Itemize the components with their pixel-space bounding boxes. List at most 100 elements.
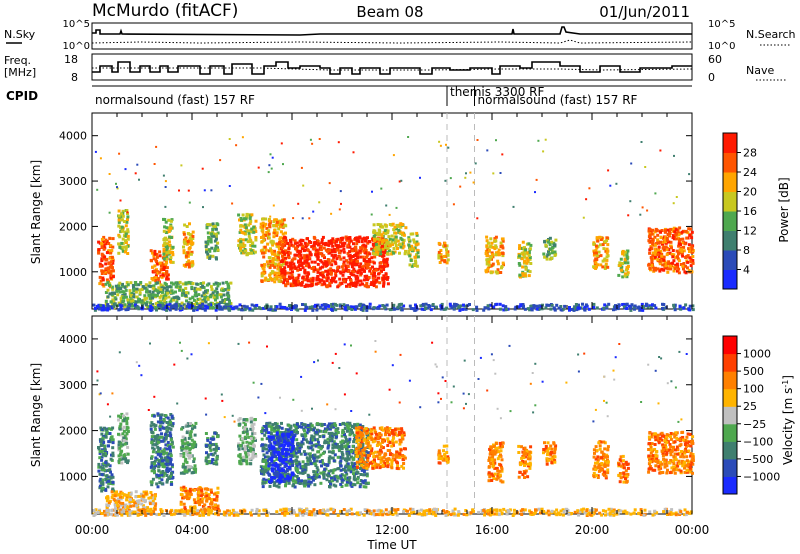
colorbar-swatch	[723, 458, 737, 477]
freq-line	[92, 61, 692, 75]
colorbar-swatch	[723, 191, 737, 212]
velocity-echo-layer	[92, 316, 695, 517]
cpid-mode-label: themis 3300 RF	[450, 85, 544, 99]
echo-region	[204, 431, 220, 466]
colorbar-swatch	[723, 406, 737, 425]
colorbar-tick-label: 20	[743, 186, 757, 199]
nave-label: Nave	[746, 64, 774, 77]
nave-tick-bottom: 0	[708, 71, 715, 84]
colorbar-swatch	[723, 476, 737, 495]
colorbar-swatch	[723, 133, 737, 153]
y-tick-label: 3000	[59, 379, 87, 392]
velocity-colorbar: 1000 500 100 25 −25 −100 −500 −1000	[722, 335, 780, 495]
echo-region	[149, 249, 170, 284]
velocity-panel: 1000 2000 3000 4000 Slant Range [km] 1000 50…	[29, 315, 795, 517]
echo-region	[617, 249, 630, 279]
velocity-ylabel: Slant Range [km]	[29, 363, 43, 467]
nsearch-line	[91, 39, 693, 44]
colorbar-tick-label: 24	[743, 166, 757, 179]
y-tick-label: 4000	[59, 130, 87, 143]
power-echo-layer	[92, 113, 695, 312]
colorbar-tick-label: 100	[743, 383, 764, 396]
scatter-echoes	[94, 136, 691, 220]
echo-region	[117, 412, 130, 465]
echo-region	[372, 222, 408, 256]
nsky-line	[92, 26, 692, 36]
power-colorbar: 4 8 12 16 20 24 28	[722, 132, 757, 290]
nsearch-tick-top: 10^5	[708, 19, 735, 30]
echo-region	[437, 444, 450, 465]
scatter-echoes	[96, 340, 688, 423]
power-panel: 1000 2000 3000 4000 Slant Range [km] 4 8 12 16…	[29, 112, 791, 312]
echo-region	[162, 217, 175, 266]
echo-region	[179, 421, 198, 475]
time-tick-label: 08:00	[275, 523, 310, 537]
power-colorbar-label: Power [dB]	[777, 177, 791, 242]
echo-region	[117, 209, 130, 255]
echo-region	[182, 222, 195, 269]
y-tick-label: 2000	[59, 425, 87, 438]
y-tick-label: 4000	[59, 333, 87, 346]
nsky-tick-top: 10^5	[63, 19, 90, 30]
time-tick-label: 00:00	[75, 523, 110, 537]
time-tick-label: 00:00	[675, 523, 710, 537]
colorbar-swatch	[723, 423, 737, 442]
nsky-panel: N.Sky 10^5 10^0 10^5 10^0 N.Search	[4, 19, 796, 52]
colorbar-swatch	[723, 269, 737, 290]
colorbar-tick-label: 8	[743, 244, 750, 257]
y-tick-label: 1000	[59, 470, 87, 483]
time-tick-label: 16:00	[475, 523, 510, 537]
cpid-mode-label: normalsound (fast) 157 RF	[95, 93, 255, 107]
velocity-colorbar-label: Velocity [m s-1]	[781, 375, 795, 465]
colorbar-tick-label: 12	[743, 225, 757, 238]
y-tick-label: 2000	[59, 220, 87, 233]
nsearch-label: N.Search	[746, 28, 796, 41]
station-title: McMurdo (fitACF)	[92, 1, 238, 21]
nave-tick-top: 60	[708, 53, 722, 66]
time-tick-label: 20:00	[575, 523, 610, 537]
power-ylabel: Slant Range [km]	[29, 160, 43, 264]
colorbar-swatch	[723, 336, 737, 355]
beam-title: Beam 08	[356, 3, 423, 21]
freq-label-line2: [MHz]	[4, 66, 36, 79]
colorbar-tick-label: −1000	[743, 470, 780, 483]
freq-panel: Freq. [MHz] 18 8 60 0 Nave	[4, 53, 786, 84]
nsearch-tick-bottom: 10^0	[708, 41, 735, 52]
nsky-tick-bottom: 10^0	[63, 41, 90, 52]
echo-region	[592, 440, 610, 480]
cpid-mode-label: normalsound (fast) 157 RF	[478, 93, 638, 107]
echo-region	[542, 441, 558, 466]
nsky-label: N.Sky	[4, 28, 36, 41]
echo-region	[179, 485, 220, 514]
colorbar-swatch	[723, 441, 737, 460]
echo-region	[484, 235, 505, 275]
echo-region	[647, 226, 695, 275]
freq-tick-top: 18	[64, 53, 78, 66]
echo-region	[617, 454, 630, 484]
y-tick-label: 3000	[59, 175, 87, 188]
time-tick-label: 04:00	[175, 523, 210, 537]
echo-region	[149, 412, 175, 489]
freq-tick-bottom: 8	[71, 71, 78, 84]
colorbar-tick-label: 28	[743, 147, 757, 160]
colorbar-swatch	[723, 211, 737, 231]
colorbar-tick-label: 16	[743, 205, 757, 218]
colorbar-tick-label: 4	[743, 264, 750, 277]
power-axis-ticks: 1000 2000 3000 4000	[59, 113, 693, 309]
echo-region	[237, 212, 258, 257]
echo-region	[487, 441, 505, 484]
echo-region	[279, 235, 390, 289]
echo-region	[407, 231, 420, 268]
colorbar-swatch	[723, 230, 737, 251]
colorbar-tick-label: −500	[743, 453, 773, 466]
echo-region	[97, 235, 115, 289]
echo-region	[97, 426, 115, 493]
echo-region	[267, 430, 295, 484]
time-axis-labels: 00:00 04:00 08:00 12:00 16:00 20:00 00:00	[75, 523, 710, 537]
colorbar-tick-label: 25	[743, 400, 757, 413]
colorbar-swatch	[723, 353, 737, 372]
colorbar-swatch	[723, 388, 737, 407]
